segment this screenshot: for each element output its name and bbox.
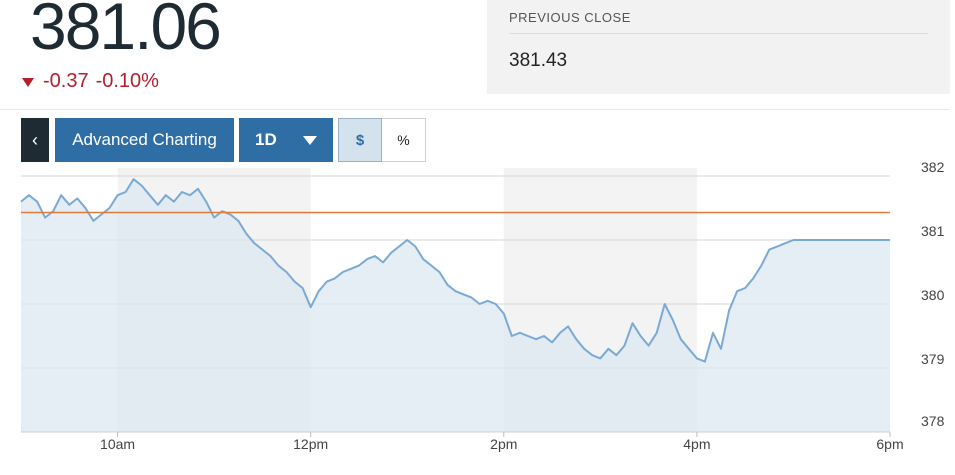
back-button[interactable]: ‹ — [21, 118, 49, 162]
y-tick-label-3: 379 — [921, 351, 945, 367]
x-tick-label-3: 4pm — [683, 436, 710, 452]
header-divider — [0, 109, 950, 110]
percent-mode-toggle[interactable]: % — [382, 118, 426, 162]
change-percent: -0.10% — [95, 70, 159, 92]
change-amount: -0.37 — [43, 70, 89, 92]
previous-close-divider — [509, 33, 928, 34]
y-tick-label-0: 382 — [921, 159, 945, 175]
x-tick-label-0: 10am — [100, 436, 135, 452]
last-price: 381.06 — [30, 0, 222, 63]
previous-close-label: PREVIOUS CLOSE — [509, 10, 631, 25]
x-tick-label-1: 12pm — [293, 436, 328, 452]
y-tick-label-4: 378 — [921, 413, 945, 429]
dollar-mode-toggle[interactable]: $ — [338, 118, 382, 162]
previous-close-value: 381.43 — [509, 50, 568, 71]
caret-down-icon — [303, 136, 317, 145]
range-label: 1D — [255, 130, 277, 149]
price-area — [21, 179, 890, 432]
x-tick-label-2: 2pm — [490, 436, 517, 452]
price-line — [20, 178, 890, 363]
x-tick-label-4: 6pm — [876, 436, 903, 452]
price-change: -0.37 -0.10% — [22, 70, 159, 93]
y-tick-label-1: 381 — [921, 223, 945, 239]
previous-close-panel: PREVIOUS CLOSE 381.43 — [487, 0, 950, 94]
y-tick-label-2: 380 — [921, 287, 945, 303]
down-triangle-icon — [22, 78, 34, 87]
chevron-left-icon: ‹ — [32, 129, 38, 150]
range-dropdown[interactable]: 1D — [239, 118, 333, 162]
advanced-charting-button[interactable]: Advanced Charting — [55, 118, 234, 162]
